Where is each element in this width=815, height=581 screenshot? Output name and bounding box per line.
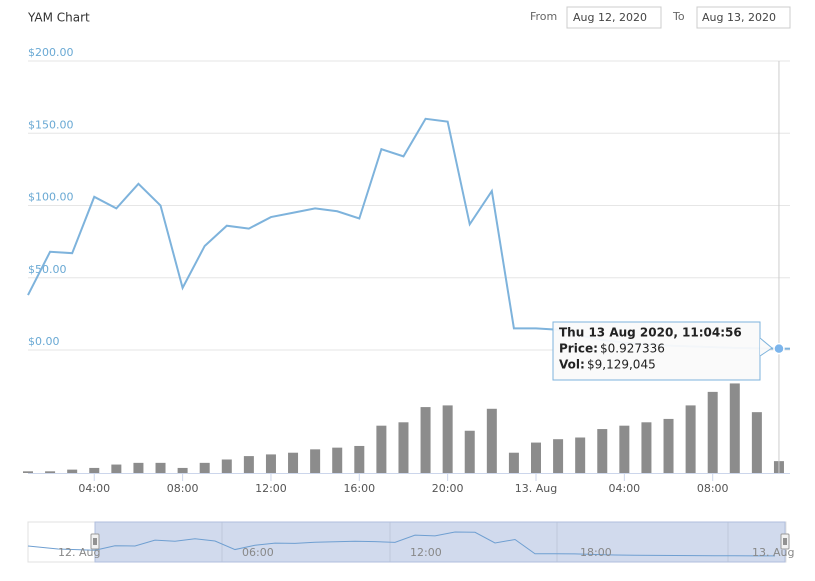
y-tick-label: $200.00: [28, 46, 74, 59]
navigator-line: [94, 531, 776, 557]
volume-bar: [508, 452, 519, 473]
volume-bar: [354, 445, 365, 473]
volume-bar: [111, 464, 122, 473]
volume-bar: [575, 437, 586, 473]
volume-bar: [663, 418, 674, 473]
volume-bar: [442, 405, 453, 473]
volume-bar: [177, 467, 188, 473]
volume-bar: [45, 471, 56, 473]
volume-bar: [464, 430, 475, 473]
grid: $0.00 $50.00 $100.00 $150.00 $200.00 04:00 08:…: [28, 46, 790, 495]
x-tick-label: 04:00: [608, 482, 640, 495]
volume-bar: [420, 407, 431, 473]
volume-bar: [265, 454, 276, 473]
volume-bar: [531, 442, 541, 473]
x-tick-label: 12:00: [255, 482, 287, 495]
navigator-label: 06:00: [242, 546, 274, 559]
x-tick-label: 16:00: [343, 482, 375, 495]
y-tick-label: $150.00: [28, 118, 74, 131]
tooltip-price-label: Price:: [559, 342, 598, 356]
volume-bar: [707, 391, 718, 473]
y-tick-label: $100.00: [28, 191, 74, 204]
volume-bar: [486, 408, 497, 473]
from-label: From: [530, 10, 557, 23]
volume-bar: [597, 429, 608, 473]
x-tick-label: 13. Aug: [515, 482, 557, 495]
volume-bar: [288, 452, 299, 473]
tooltip-pointer: [759, 337, 773, 357]
volume-bar: [310, 449, 321, 473]
x-tick-label: 08:00: [697, 482, 729, 495]
to-label: To: [672, 10, 685, 23]
tooltip-vol: $9,129,045: [587, 358, 656, 372]
x-tick-label: 08:00: [167, 482, 199, 495]
tooltip-vol-label: Vol:: [559, 358, 585, 372]
navigator-handle[interactable]: [90, 533, 100, 550]
volume-bar: [398, 422, 409, 473]
volume-bar: [199, 462, 210, 473]
volume-bar: [89, 467, 100, 473]
y-tick-label: $50.00: [28, 263, 67, 276]
from-value[interactable]: Aug 12, 2020: [573, 11, 647, 24]
volume-bar: [23, 471, 33, 473]
price-line: [27, 117, 779, 350]
tooltip-box: [552, 321, 761, 381]
volume-bar: [751, 412, 762, 473]
from-input[interactable]: [566, 6, 662, 29]
volume-bar: [553, 439, 564, 473]
volume-bar: [376, 425, 387, 473]
volume-bar: [619, 425, 630, 473]
to-value[interactable]: Aug 13, 2020: [702, 11, 776, 24]
volume-bar: [221, 459, 232, 473]
navigator-handle[interactable]: [780, 533, 790, 550]
navigator-label: 12:00: [410, 546, 442, 559]
volume-bar: [67, 469, 78, 473]
to-input[interactable]: [696, 6, 791, 29]
tooltip-price: $0.927336: [600, 342, 665, 356]
volume-bar: [641, 422, 652, 473]
x-tick-label: 20:00: [432, 482, 464, 495]
x-tick-label: 04:00: [78, 482, 110, 495]
volume-bar: [685, 405, 696, 473]
tooltip: Thu 13 Aug 2020, 11:04:56 Price: $0.927336…: [552, 321, 773, 381]
navigator-label: 12. Aug: [58, 546, 100, 559]
volume-bar: [332, 447, 343, 473]
plot: [23, 61, 790, 473]
navigator-lead: [27, 545, 96, 551]
volume-bar: [133, 462, 144, 473]
tooltip-title: Thu 13 Aug 2020, 11:04:56: [559, 326, 742, 340]
navigator[interactable]: 12. Aug 06:00 12:00 18:00 13. Aug: [27, 521, 794, 563]
navigator-label: 18:00: [580, 546, 612, 559]
hover-marker: [773, 342, 785, 355]
y-tick-label: $0.00: [28, 335, 60, 348]
volume-bar: [729, 383, 740, 473]
volume-bar: [243, 456, 254, 473]
volume-bar: [155, 462, 166, 473]
chart-title: YAM Chart: [27, 11, 90, 25]
